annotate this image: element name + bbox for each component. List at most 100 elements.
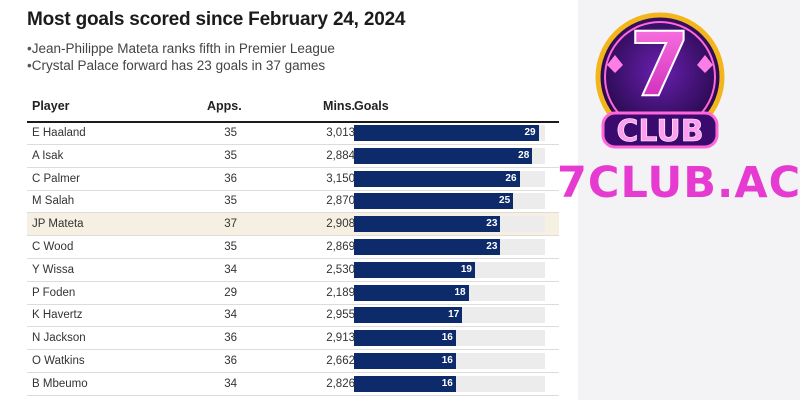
player-name: N Jackson [32,332,86,345]
player-name: B Mbeumo [32,377,88,390]
club-logo: 7 CLUB [595,12,725,149]
logo-banner [601,111,719,149]
goals-label: 19 [460,263,472,275]
goals-bar-track: 28 [354,147,545,164]
goals-bar-track: 16 [354,375,545,392]
goals-label: 23 [486,241,498,252]
mins-value: 3,150 [326,172,355,185]
bullet-2: Crystal Palace forward has 23 goals in 3… [27,57,335,74]
table-row: Y Wissa 34 2,530 19 [27,259,559,282]
goals-label: 25 [499,195,511,207]
goals-bar-track: 23 [354,216,545,233]
mins-value: 2,869 [326,241,355,253]
table-row: K Havertz 34 2,955 17 [27,304,559,328]
goals-bar: 16 [354,353,456,369]
player-name: Y Wissa [32,263,74,276]
diamond-icon [607,55,623,73]
goals-bar: 17 [354,307,463,324]
table-row: C Wood 35 2,869 23 [27,236,559,259]
table-row: C Palmer 36 3,150 26 [27,168,559,191]
goals-bar: 26 [354,170,520,187]
apps-value: 35 [224,127,237,139]
table-row: M Salah 35 2,870 25 [27,190,559,214]
summary-bullets: Jean-Philippe Mateta ranks fifth in Prem… [27,40,335,74]
table-row: A Isak 35 2,884 28 [27,145,559,168]
player-name: M Salah [32,195,75,208]
player-name: C Palmer [32,172,80,185]
goals-bar-track: 26 [354,170,545,187]
goals-bar: 23 [354,216,501,233]
mins-value: 2,955 [326,309,355,322]
player-name: E Haaland [32,127,86,139]
apps-value: 34 [224,263,237,276]
table-row: P Foden 29 2,189 18 [27,282,559,305]
table-row: O Watkins 36 2,662 16 [27,350,559,373]
logo-text: CLUB [616,114,703,149]
table-row: JP Mateta 37 2,908 23 [27,213,559,237]
goals-label: 16 [441,355,453,366]
player-name: P Foden [32,286,76,299]
col-header-mins: Mins. [323,99,355,113]
goals-bar: 28 [354,147,533,164]
goals-label: 16 [441,377,453,389]
player-name: JP Mateta [32,218,84,231]
apps-value: 36 [224,355,237,367]
goals-label: 17 [448,309,460,321]
table-header: Player Apps. Mins. Goals [27,95,559,123]
goals-bar: 19 [354,261,475,278]
goals-bar-track: 18 [354,284,545,301]
table-row: E Haaland 35 3,013 29 [27,122,559,145]
diamond-icon [697,55,713,73]
logo-numeral: 7 [629,13,690,116]
apps-value: 29 [224,286,237,299]
mins-value: 2,908 [326,218,355,231]
mins-value: 3,013 [326,127,355,139]
goals-bar-track: 16 [354,353,545,369]
apps-value: 37 [224,218,237,231]
mins-value: 2,870 [326,195,355,208]
col-header-player: Player [32,99,70,113]
goals-label: 16 [441,332,453,344]
apps-value: 35 [224,149,237,162]
chart-graphic: Most goals scored since February 24, 202… [0,0,578,400]
goals-bar: 18 [354,284,469,301]
goals-bar-track: 19 [354,261,545,278]
chart-title: Most goals scored since February 24, 202… [27,9,406,30]
apps-value: 36 [224,172,237,185]
goals-bar: 16 [354,375,456,392]
apps-value: 36 [224,332,237,345]
mins-value: 2,826 [326,377,355,390]
bullet-1: Jean-Philippe Mateta ranks fifth in Prem… [27,40,335,57]
goals-bar-track: 23 [354,239,545,255]
mins-value: 2,189 [326,286,355,299]
apps-value: 35 [224,241,237,253]
player-name: O Watkins [32,355,85,367]
goals-bar-track: 17 [354,307,545,324]
goals-label: 28 [518,149,530,161]
goals-bar: 23 [354,239,501,255]
goals-label: 23 [486,218,498,230]
table-row: B Mbeumo 34 2,826 16 [27,373,559,396]
col-header-goals: Goals [354,99,389,113]
goals-bar-track: 16 [354,330,545,347]
mins-value: 2,884 [326,149,355,162]
col-header-apps: Apps. [207,99,242,113]
site-name[interactable]: 7CLUB.AC [557,158,800,208]
mins-value: 2,662 [326,355,355,367]
goals-bar-track: 29 [354,125,545,141]
goals-bar-track: 25 [354,193,545,210]
goals-bar: 16 [354,330,456,347]
goals-bar: 25 [354,193,514,210]
goals-label: 26 [505,172,517,184]
mins-value: 2,913 [326,332,355,345]
goals-bar: 29 [354,125,539,141]
player-name: K Havertz [32,309,83,322]
player-name: A Isak [32,149,64,162]
apps-value: 34 [224,377,237,390]
goals-label: 29 [524,127,536,138]
apps-value: 35 [224,195,237,208]
goals-label: 18 [454,286,466,298]
player-name: C Wood [32,241,74,253]
mins-value: 2,530 [326,263,355,276]
table-row: N Jackson 36 2,913 16 [27,327,559,351]
